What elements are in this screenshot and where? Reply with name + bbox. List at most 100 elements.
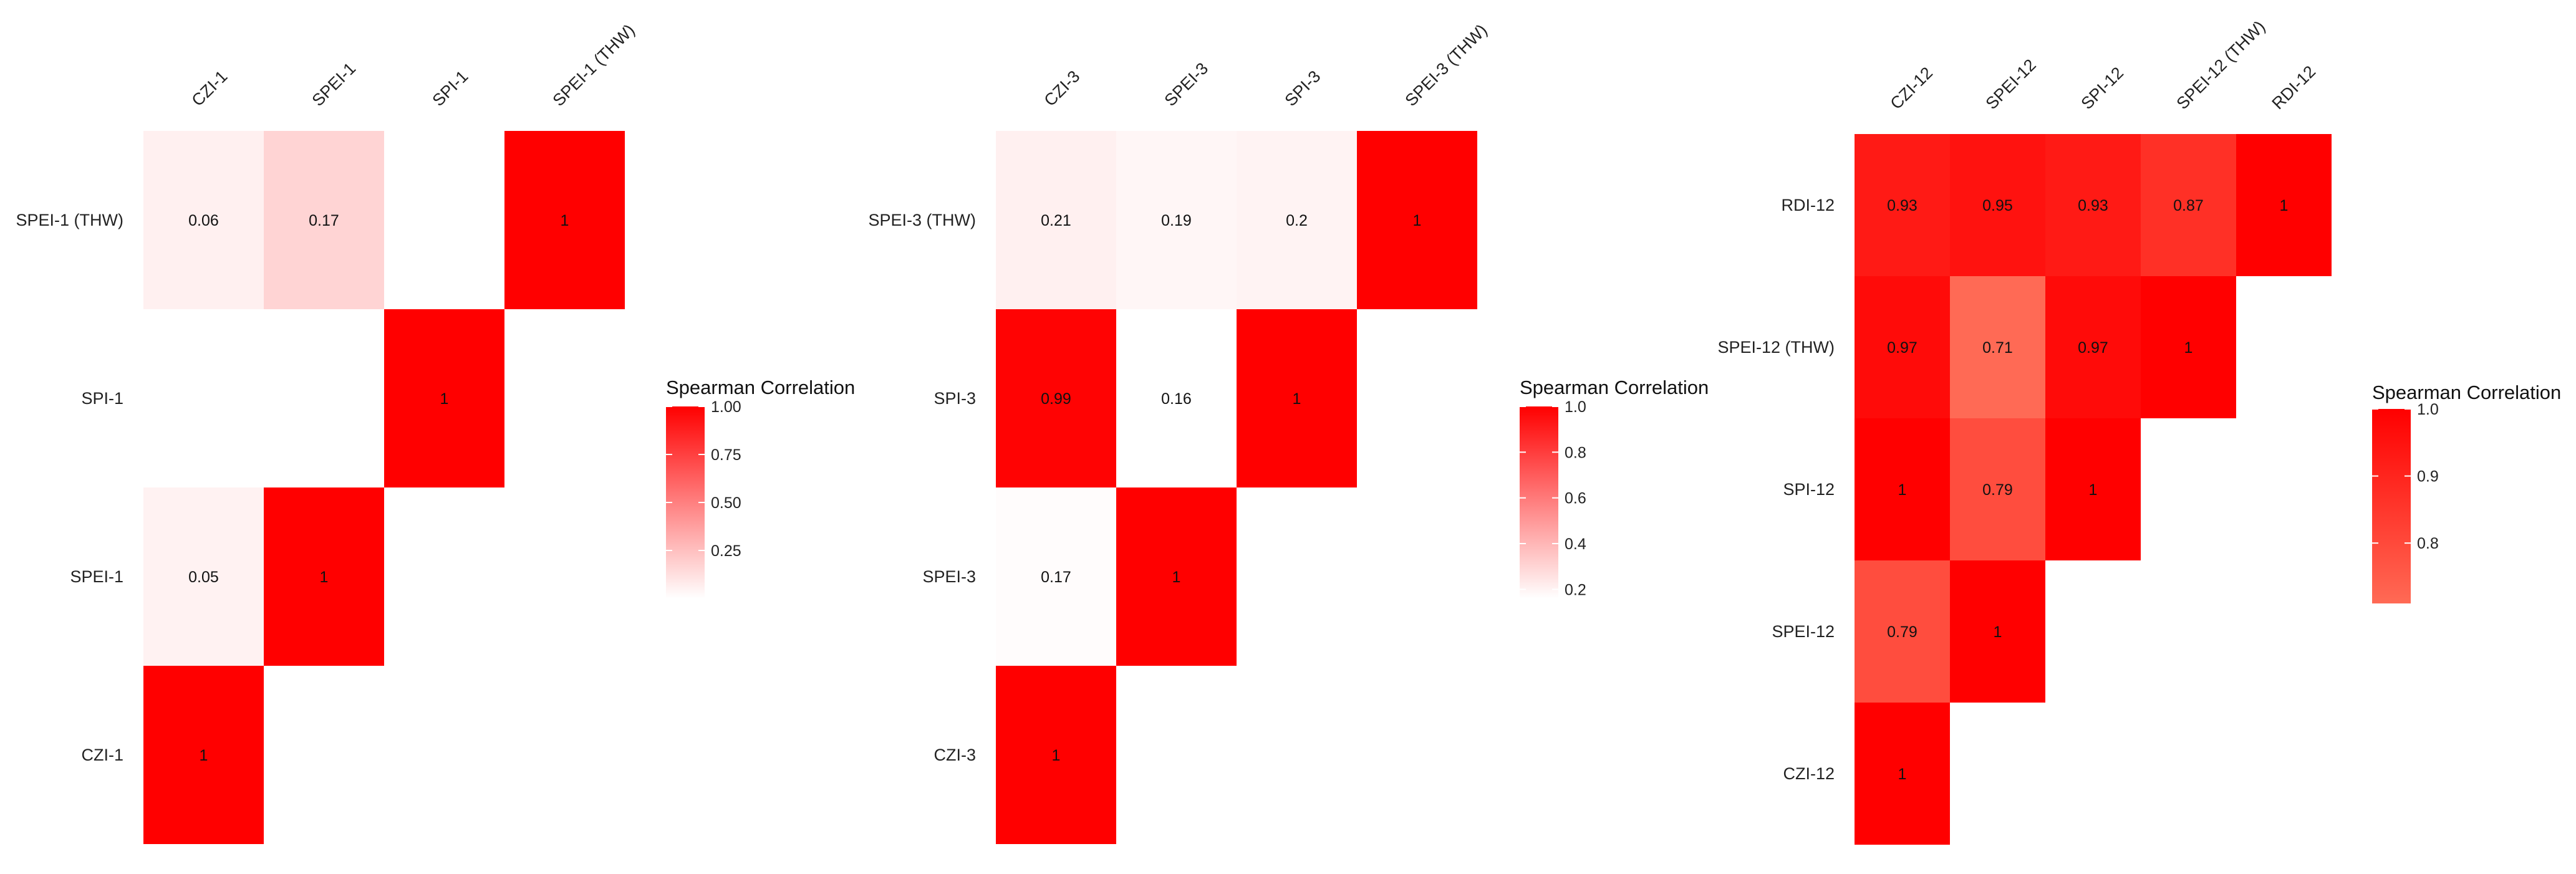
cell-value-label: 0.93	[2078, 197, 2108, 214]
heatmap-cell	[996, 487, 1116, 666]
cell-value-label: 0.17	[1041, 569, 1071, 586]
cell-value-label: 1	[1172, 569, 1181, 586]
colorbar-tick-label: 1.0	[1565, 398, 1586, 416]
heatmap-cell	[996, 131, 1116, 309]
heatmap-cell	[1116, 487, 1237, 666]
heatmap-cell	[1950, 276, 2045, 418]
x-tick-label: CZI-3	[1041, 67, 1084, 110]
y-tick-label: CZI-3	[934, 746, 977, 764]
x-tick-label: SPI-3	[1281, 67, 1324, 110]
x-tick-label: SPEI-12	[1982, 55, 2040, 113]
x-tick-label: SPEI-1	[309, 59, 360, 110]
cell-value-label: 1	[1052, 747, 1061, 764]
colorbar-tick-label: 0.75	[711, 446, 741, 464]
cell-value-label: 0.99	[1041, 390, 1071, 408]
heatmap-cell	[143, 666, 264, 844]
x-tick-label: SPI-1	[429, 67, 472, 110]
x-tick-label: SPI-12	[2078, 64, 2128, 113]
y-tick-label: CZI-1	[82, 746, 124, 764]
heatmap-cell	[2045, 418, 2141, 560]
y-tick-label: SPI-12	[1783, 480, 1835, 499]
heatmap-cell	[1950, 560, 2045, 703]
cell-value-label: 0.21	[1041, 212, 1071, 229]
colorbar-tick-label: 0.50	[711, 494, 741, 512]
x-tick-label: SPEI-3 (THW)	[1402, 21, 1491, 110]
heatmap-cell	[1855, 418, 1950, 560]
heatmap-cell	[264, 487, 384, 666]
y-tick-label: SPEI-12 (THW)	[1717, 338, 1835, 357]
y-tick-label: SPI-3	[933, 389, 976, 408]
cell-value-label: 1	[320, 569, 329, 586]
colorbar	[666, 406, 705, 598]
colorbar-tick-label: 0.8	[2417, 535, 2439, 552]
cell-value-label: 0.97	[1887, 339, 1918, 357]
x-tick-label: SPEI-12 (THW)	[2173, 17, 2269, 113]
cell-value-label: 0.19	[1161, 212, 1192, 229]
x-tick-label: SPEI-1 (THW)	[549, 21, 639, 110]
colorbar-tick-label: 1.0	[2417, 401, 2439, 418]
cell-value-label: 0.95	[1982, 197, 2013, 214]
heatmap-cell	[2045, 276, 2141, 418]
colorbar-tick-label: 0.9	[2417, 468, 2439, 486]
colorbar-tick-label: 0.25	[711, 542, 741, 560]
cell-value-label: 0.79	[1887, 623, 1918, 641]
cell-value-label: 0.97	[2078, 339, 2108, 357]
heatmap-cell	[384, 309, 504, 487]
y-tick-label: SPEI-12	[1772, 622, 1835, 641]
colorbar-tick-label: 0.2	[1565, 581, 1586, 598]
heatmap-cell	[996, 309, 1116, 487]
heatmap-cell	[264, 131, 384, 309]
heatmap-cell	[1357, 131, 1477, 309]
legend-title: Spearman Correlation	[2372, 382, 2561, 403]
cell-value-label: 1	[1898, 481, 1907, 499]
cell-value-label: 0.16	[1161, 390, 1192, 408]
y-tick-label: SPEI-3	[922, 567, 976, 586]
cell-value-label: 1	[2280, 197, 2289, 214]
heatmap-cell	[1237, 131, 1357, 309]
heatmap-cell	[143, 487, 264, 666]
heatmap-cell	[1855, 560, 1950, 703]
heatmap-cell	[143, 131, 264, 309]
cell-value-label: 1	[440, 390, 449, 408]
heatmap-cell	[1950, 134, 2045, 276]
cell-value-label: 1	[2184, 339, 2193, 357]
cell-value-label: 1	[1293, 390, 1301, 408]
cell-value-label: 0.17	[309, 212, 339, 229]
y-tick-label: SPEI-1 (THW)	[16, 211, 124, 229]
colorbar-tick-label: 0.6	[1565, 490, 1586, 507]
cell-value-label: 1	[2089, 481, 2098, 499]
cell-value-label: 0.2	[1286, 212, 1308, 229]
cell-value-label: 0.06	[188, 212, 219, 229]
heatmap-panel-1: 0.06 0.17 1 1 0.05 1 1 SPEI-1 (THW) SPI-1 SPEI-1 C…	[16, 21, 855, 844]
cell-value-label: 1	[200, 747, 208, 764]
heatmap-cell	[1237, 309, 1357, 487]
cell-value-label: 1	[1994, 623, 2002, 641]
heatmap-cell	[2141, 134, 2236, 276]
cell-value-label: 0.93	[1887, 197, 1918, 214]
cell-value-label: 1	[561, 212, 569, 229]
x-tick-label: CZI-1	[188, 67, 231, 110]
heatmap-cell	[264, 309, 384, 487]
legend-title: Spearman Correlation	[666, 377, 855, 398]
legend-title: Spearman Correlation	[1520, 377, 1709, 398]
y-tick-label: SPI-1	[81, 389, 123, 408]
y-tick-label: CZI-12	[1783, 764, 1835, 783]
heatmap-cell	[1116, 309, 1237, 487]
heatmap-cell	[384, 131, 504, 309]
colorbar	[2372, 409, 2411, 603]
heatmap-cell	[1116, 131, 1237, 309]
y-tick-label: SPEI-3 (THW)	[869, 211, 977, 229]
colorbar-tick-label: 0.4	[1565, 535, 1586, 553]
x-tick-label: CZI-12	[1887, 64, 1937, 113]
heatmap-cell	[1855, 134, 1950, 276]
heatmap-cell	[1855, 703, 1950, 845]
cell-value-label: 1	[1413, 212, 1422, 229]
cell-value-label: 0.05	[188, 569, 219, 586]
colorbar-tick-label: 1.00	[711, 398, 741, 416]
cell-value-label: 1	[1898, 766, 1907, 783]
x-tick-label: SPEI-3	[1161, 59, 1212, 110]
heatmap-cell	[996, 666, 1116, 844]
